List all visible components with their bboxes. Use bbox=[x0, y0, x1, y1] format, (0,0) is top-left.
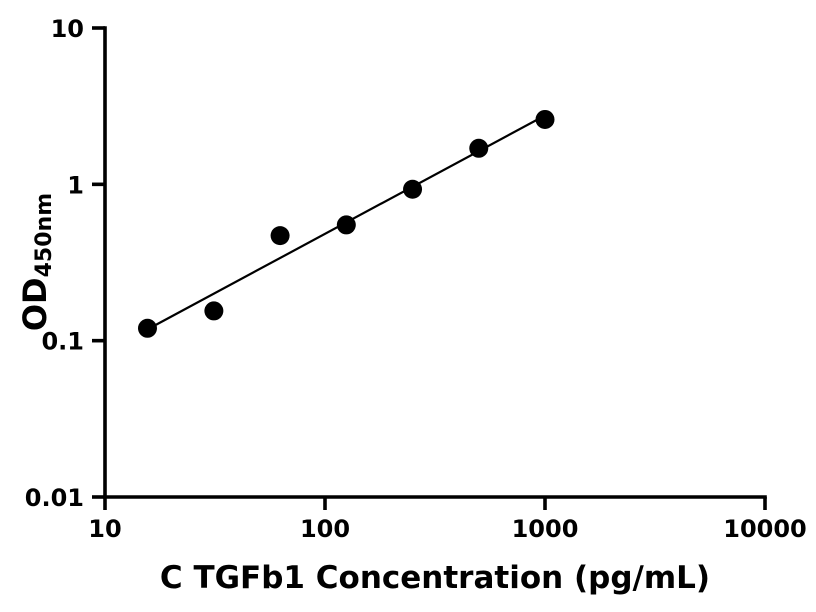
x-tick-label: 10000 bbox=[723, 515, 807, 543]
x-tick-label: 100 bbox=[300, 515, 350, 543]
x-tick-label: 10 bbox=[88, 515, 121, 543]
data-point bbox=[204, 301, 224, 321]
y-axis-title-main: OD bbox=[16, 277, 54, 331]
y-tick-label: 1 bbox=[67, 171, 84, 199]
data-point bbox=[469, 138, 489, 158]
data-point bbox=[336, 215, 356, 235]
chart-dynamic-layer: 10 100 1000 10000 0.01 0.1 1 10 bbox=[25, 15, 807, 543]
y-tick-label: 0.01 bbox=[25, 484, 84, 512]
x-axis-title: C TGFb1 Concentration (pg/mL) bbox=[160, 560, 710, 596]
y-axis-title-subscript: 450nm bbox=[32, 193, 57, 278]
axis-lines bbox=[103, 26, 767, 499]
y-axis-title: OD450nm bbox=[16, 193, 57, 331]
data-point bbox=[137, 318, 157, 338]
y-tick-label: 10 bbox=[51, 15, 84, 43]
data-point bbox=[270, 226, 290, 246]
y-tick-label: 0.1 bbox=[41, 328, 84, 356]
data-point bbox=[535, 109, 555, 129]
x-tick-label: 1000 bbox=[512, 515, 579, 543]
data-point bbox=[403, 179, 423, 199]
